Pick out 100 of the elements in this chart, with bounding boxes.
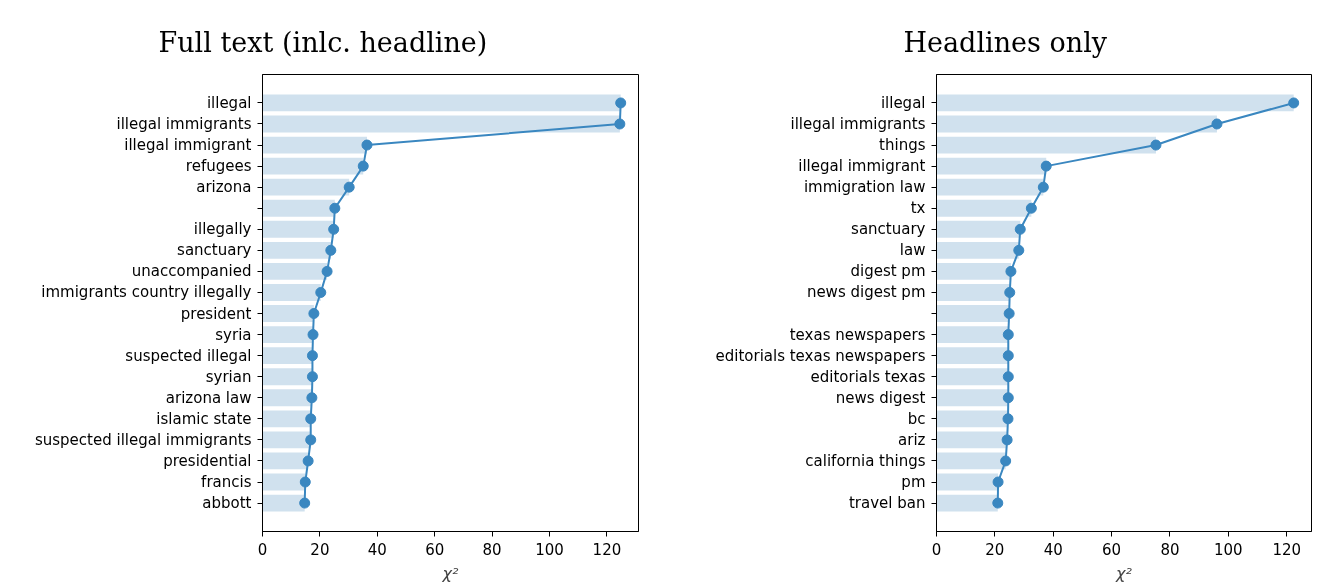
point xyxy=(1211,118,1223,130)
point xyxy=(1001,434,1013,446)
point xyxy=(328,223,340,235)
point xyxy=(307,329,319,341)
y-tick-label: unaccompanied xyxy=(131,262,252,281)
bar xyxy=(262,410,311,428)
bar xyxy=(936,157,1047,175)
point xyxy=(1040,160,1052,172)
point xyxy=(1025,202,1037,214)
bar xyxy=(936,241,1019,259)
y-tick-label: francis xyxy=(201,473,252,492)
x-tick-label: 100 xyxy=(1214,540,1243,559)
bar xyxy=(262,326,314,344)
point xyxy=(1002,413,1014,425)
bar xyxy=(936,347,1009,365)
bar xyxy=(262,94,621,112)
x-tick-label: 120 xyxy=(592,540,622,559)
y-tick-label: illegally xyxy=(193,220,252,239)
point xyxy=(614,118,626,130)
x-tick-label: 20 xyxy=(310,540,330,559)
point xyxy=(1003,308,1015,320)
x-tick-label: 40 xyxy=(367,540,387,559)
point xyxy=(305,413,317,425)
y-tick-label: news digest pm xyxy=(806,283,926,302)
y-tick-label: syria xyxy=(215,325,252,344)
y-tick-label: california things xyxy=(805,451,926,470)
y-tick-label: illegal immigrant xyxy=(124,136,252,155)
y-tick-label: islamic state xyxy=(156,409,252,428)
x-tick-label: 20 xyxy=(985,540,1005,559)
point xyxy=(306,350,318,362)
bar xyxy=(936,115,1217,133)
bar xyxy=(936,326,1009,344)
y-tick-label: news digest xyxy=(835,388,926,407)
x-tick-label: 60 xyxy=(425,540,445,559)
y-tick-label: digest pm xyxy=(850,262,926,281)
y-tick-label: editorials texas xyxy=(810,367,926,386)
bar xyxy=(936,136,1156,154)
y-tick-label: illegal immigrant xyxy=(798,157,926,176)
y-tick-label: arizona law xyxy=(165,388,252,407)
y-tick-label: tx xyxy=(910,199,926,218)
bar xyxy=(936,389,1009,407)
bar xyxy=(936,262,1011,280)
point xyxy=(992,476,1004,488)
point xyxy=(1150,139,1162,151)
point xyxy=(992,497,1004,509)
y-tick-label: ariz xyxy=(898,430,926,449)
x-tick-label: 80 xyxy=(1160,540,1180,559)
y-tick-label: illegal immigrants xyxy=(790,114,926,133)
bar xyxy=(262,136,367,154)
bar xyxy=(262,284,321,301)
point xyxy=(306,392,318,404)
bar xyxy=(936,220,1021,238)
bar xyxy=(262,220,334,238)
bar xyxy=(262,262,328,280)
y-tick-label: editorials texas newspapers xyxy=(715,346,926,365)
x-tick-label: 60 xyxy=(1102,540,1122,559)
y-tick-label: suspected illegal xyxy=(125,346,252,365)
bar xyxy=(262,241,331,259)
point xyxy=(1002,371,1014,383)
point xyxy=(329,202,341,214)
bar xyxy=(262,389,312,407)
bar xyxy=(936,199,1032,217)
point xyxy=(325,244,337,256)
point xyxy=(1005,265,1017,277)
y-tick-label: law xyxy=(899,241,926,260)
y-tick-label: arizona xyxy=(196,178,252,197)
x-tick-label: 100 xyxy=(535,540,564,559)
point xyxy=(306,371,318,383)
x-tick-label: 0 xyxy=(257,540,268,559)
x-tick-label: 120 xyxy=(1272,540,1302,559)
bar xyxy=(262,368,313,386)
bar xyxy=(936,431,1008,449)
point xyxy=(343,181,355,193)
y-tick-label: illegal xyxy=(880,93,926,112)
y-tick-label: illegal xyxy=(206,93,252,112)
bar xyxy=(936,410,1008,428)
point xyxy=(1037,181,1049,193)
point xyxy=(315,286,327,298)
y-tick-label: sanctuary xyxy=(177,241,252,260)
point xyxy=(615,97,627,109)
y-tick-label: refugees xyxy=(185,157,252,176)
point xyxy=(1013,244,1025,256)
point xyxy=(299,497,311,509)
y-tick-label: bc xyxy=(907,409,926,428)
chart-title: Headlines only xyxy=(903,26,1108,58)
point xyxy=(1002,350,1014,362)
x-tick-label: 0 xyxy=(931,540,942,559)
point xyxy=(1004,286,1016,298)
bar xyxy=(936,305,1010,322)
x-tick-label: 40 xyxy=(1043,540,1063,559)
point xyxy=(1000,455,1012,467)
x-axis-title: χ² xyxy=(441,563,460,583)
point xyxy=(308,308,320,320)
point xyxy=(1288,97,1300,109)
point xyxy=(1014,223,1026,235)
point xyxy=(1002,329,1014,341)
bar xyxy=(936,94,1294,112)
y-tick-label: syrian xyxy=(205,367,252,386)
bar xyxy=(936,178,1044,196)
point xyxy=(302,455,314,467)
